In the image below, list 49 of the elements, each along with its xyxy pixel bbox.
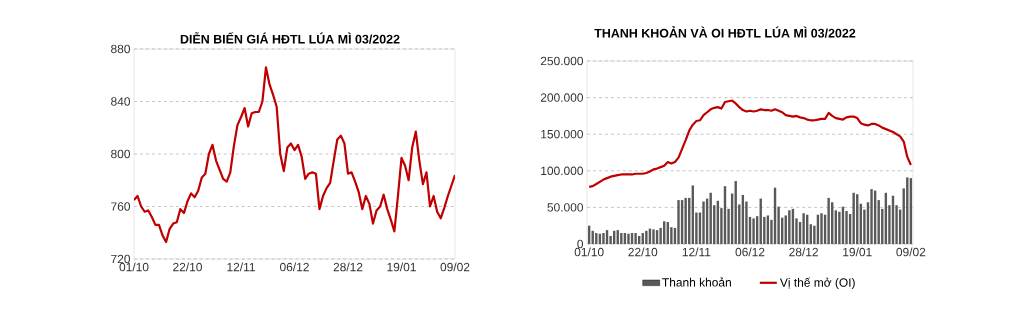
bar <box>838 211 841 244</box>
x-tick-label: 01/10 <box>119 262 149 272</box>
x-tick-label: 22/10 <box>173 262 202 272</box>
chart-title: THANH KHOẢN VÀ OI HĐTL LÚA MÌ 03/2022 <box>594 26 856 38</box>
bar <box>820 213 823 244</box>
bar <box>870 189 873 244</box>
x-tick-label: 12/11 <box>682 247 711 257</box>
x-tick-label: 19/01 <box>843 247 872 257</box>
y-tick-label: 760 <box>111 202 131 211</box>
x-tick-label: 28/12 <box>789 247 818 257</box>
bar <box>802 213 805 244</box>
bar <box>845 211 848 244</box>
bar <box>852 192 855 244</box>
y-tick-label: 720 <box>111 254 131 264</box>
x-tick-label: 28/12 <box>333 262 363 272</box>
y-tick-label: 0 <box>577 239 584 249</box>
x-tick-label: 09/02 <box>440 262 470 272</box>
y-tick-label: 200.000 <box>540 93 584 102</box>
bar <box>595 233 598 244</box>
bar <box>709 192 712 244</box>
bar <box>602 233 605 244</box>
bar <box>652 229 655 244</box>
y-tick-label: 840 <box>111 97 131 106</box>
y-tick-label: 100.000 <box>541 166 584 176</box>
bar <box>788 210 791 244</box>
bar <box>827 197 830 244</box>
x-tick-label: 06/12 <box>735 247 765 257</box>
legend-label: Vị thế mở (OI) <box>779 277 855 290</box>
bar <box>752 218 755 244</box>
y-tick-label: 250.000 <box>540 56 584 66</box>
bar <box>620 233 623 244</box>
y-tick-label: 880 <box>111 44 131 54</box>
bar <box>702 201 705 244</box>
y-tick-label: 150.000 <box>541 129 584 139</box>
x-tick-label: 06/12 <box>280 262 309 272</box>
bar <box>684 197 687 244</box>
chart-title: DIỄN BIẾN GIÁ HĐTL LÚA MÌ 03/2022 <box>180 32 400 44</box>
x-tick-label: 22/10 <box>628 247 658 257</box>
x-tick-label: 12/11 <box>227 262 255 272</box>
y-tick-label: 800 <box>111 149 131 159</box>
x-tick-label: 09/02 <box>896 247 926 257</box>
x-tick-label: 01/10 <box>574 247 604 257</box>
bar <box>634 233 637 244</box>
bar <box>645 230 648 244</box>
y-tick-label: 50.000 <box>547 203 584 212</box>
bar <box>627 233 630 244</box>
legend-label: Thanh khoản <box>662 277 731 287</box>
x-tick-label: 19/01 <box>387 262 416 272</box>
bar <box>677 200 680 244</box>
